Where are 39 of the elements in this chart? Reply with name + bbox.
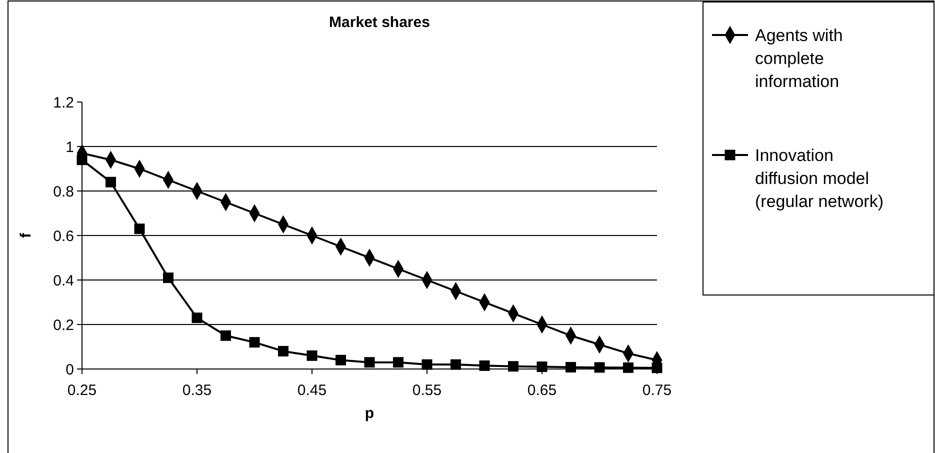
- y-tick-label: 0.4: [53, 272, 74, 290]
- point: [134, 224, 145, 234]
- point: [422, 359, 432, 370]
- point: [652, 362, 662, 374]
- x-tick-label: 0.75: [642, 382, 672, 399]
- x-tick-label: 0.45: [297, 382, 327, 399]
- point: [536, 362, 548, 372]
- point: [336, 354, 346, 366]
- point: [566, 362, 576, 372]
- point: [249, 337, 260, 348]
- x-axis-title: p: [364, 405, 374, 422]
- y-tick-label: 0.8: [53, 183, 74, 200]
- point: [163, 272, 174, 284]
- x-tick-label: 0.25: [67, 382, 97, 399]
- point: [76, 154, 88, 166]
- y-tick-label: 1: [66, 138, 74, 156]
- y-axis-title: f: [17, 232, 34, 238]
- chart-title: Market shares: [329, 14, 430, 31]
- y-tick-label: 0.6: [53, 228, 74, 245]
- legend-label: Innovation diffusion model (regular network): [755, 146, 884, 211]
- point: [364, 357, 375, 368]
- point: [393, 357, 404, 368]
- point: [623, 362, 634, 373]
- point: [220, 330, 231, 341]
- point: [508, 361, 518, 372]
- point: [278, 346, 288, 356]
- x-tick-label: 0.65: [527, 382, 557, 399]
- point: [594, 362, 605, 373]
- x-tick-label: 0.35: [182, 382, 212, 399]
- x-tick-label: 0.55: [412, 382, 442, 399]
- point: [450, 359, 461, 370]
- point: [306, 350, 318, 361]
- legend-label: Agents with complete information: [755, 26, 843, 91]
- y-tick-label: 0: [66, 361, 74, 378]
- point: [106, 176, 116, 188]
- point: [192, 312, 202, 324]
- point: [479, 360, 490, 371]
- y-tick-label: 1.2: [53, 94, 74, 112]
- y-tick-label: 0.2: [53, 316, 74, 334]
